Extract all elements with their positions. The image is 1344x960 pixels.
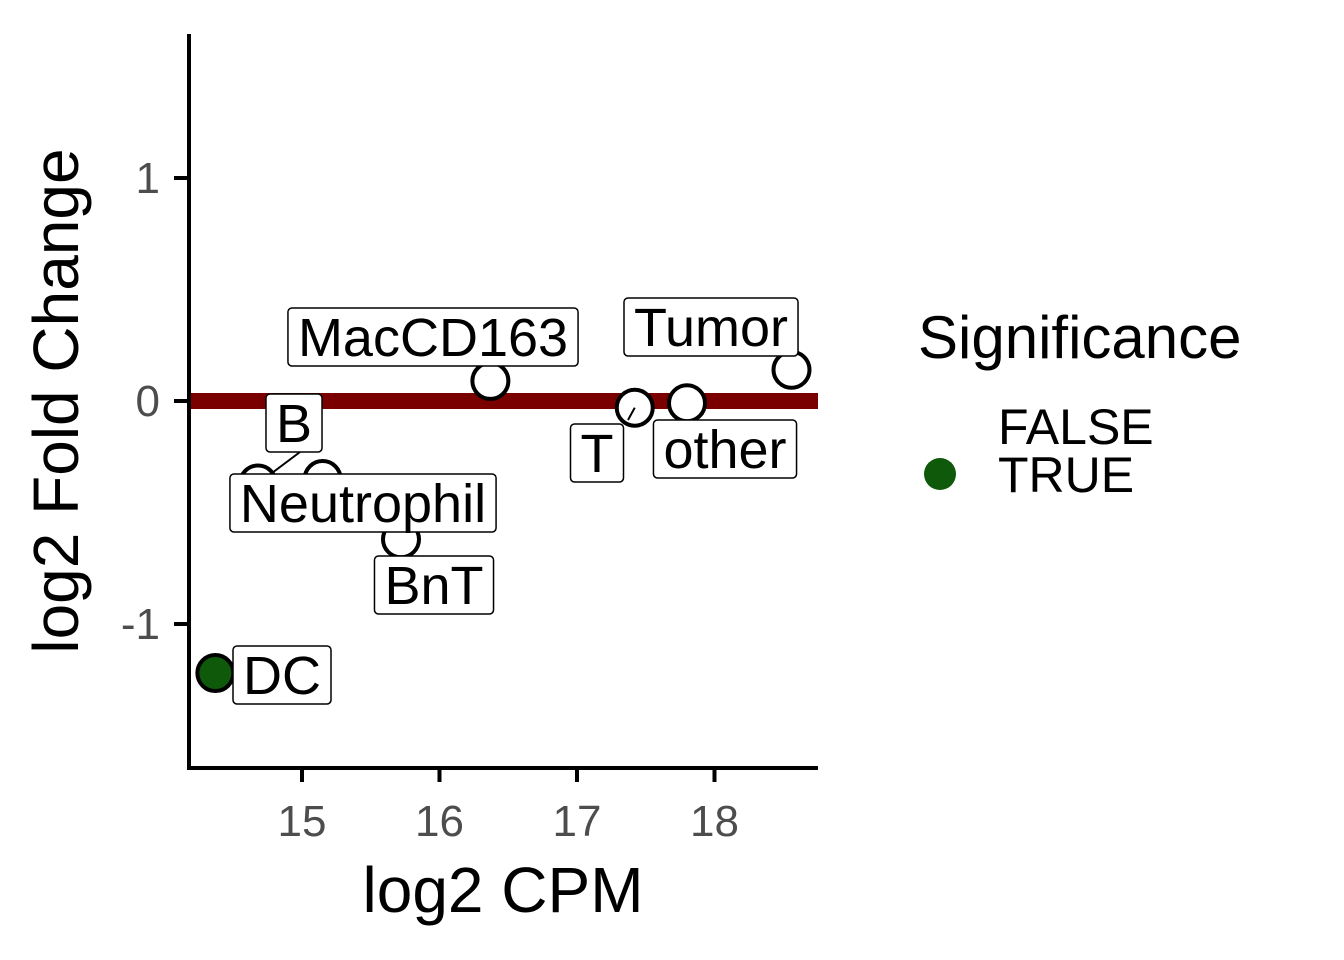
legend-key-false (924, 410, 956, 442)
point-label-neutrophil: Neutrophil (229, 473, 497, 534)
y-axis-title: log2 Fold Change (20, 148, 92, 653)
point-label-text: other (663, 420, 786, 480)
point-label-dc: DC (232, 645, 332, 706)
point-other (667, 383, 707, 424)
point-label-other: other (652, 419, 798, 480)
point-label-tumor: Tumor (623, 297, 799, 358)
y-tick-label: 0 (136, 377, 160, 426)
leader-line (627, 407, 636, 421)
x-tick-label: 16 (415, 797, 464, 846)
point-label-t: T (569, 407, 636, 484)
axes: 15 16 17 18 1 0 -1 (121, 34, 818, 846)
point-label-text: Neutrophil (240, 474, 486, 534)
legend-label-false: FALSE (998, 399, 1154, 455)
x-tick-label: 15 (278, 797, 327, 846)
x-axis-title: log2 CPM (363, 854, 644, 926)
point-label-bnt: BnT (373, 555, 495, 616)
point-label-box (287, 307, 579, 367)
point-label-text: MacCD163 (298, 308, 568, 368)
x-tick-label: 18 (690, 797, 739, 846)
point-label-text: DC (243, 646, 321, 706)
point-label-box (229, 473, 497, 533)
point-dc (195, 653, 236, 694)
point-label-text: B (276, 394, 312, 454)
point-label-box (569, 423, 625, 483)
point-label-text: BnT (384, 556, 483, 616)
point-maccd163 (470, 360, 511, 401)
point-label-text: Tumor (634, 298, 788, 358)
point-label-box (265, 393, 323, 453)
point-label-box (623, 297, 799, 357)
point-label-box (232, 645, 332, 705)
point-label-maccd163: MacCD163 (287, 307, 579, 368)
point-label-box (373, 555, 495, 615)
x-tick-label: 17 (553, 797, 602, 846)
y-tick-label: -1 (121, 600, 160, 649)
point-label-text: T (581, 424, 614, 484)
y-tick-label: 1 (136, 154, 160, 203)
point-label-box (652, 419, 798, 479)
legend-label-true: TRUE (998, 447, 1134, 503)
legend-title: Significance (918, 304, 1242, 371)
legend-key-true (924, 458, 956, 490)
point-label-b: B (257, 393, 323, 485)
